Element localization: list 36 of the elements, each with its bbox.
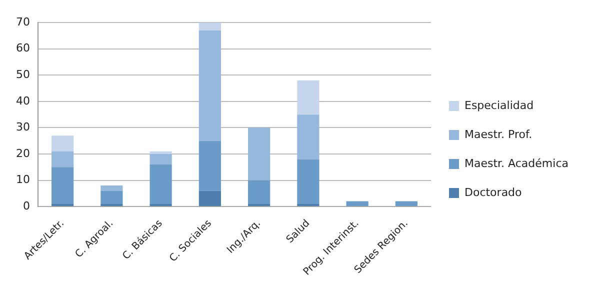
bar (52, 204, 74, 206)
legend-label: Maestr. Académica (464, 156, 568, 170)
legend-label: Maestr. Prof. (464, 128, 532, 141)
bar (100, 186, 123, 191)
bar (297, 159, 320, 204)
bar (346, 201, 368, 206)
bar (150, 204, 172, 206)
bar (297, 80, 320, 115)
bar (150, 164, 172, 204)
bar (248, 180, 270, 204)
legend-label: Doctorado (464, 186, 522, 199)
bar (52, 136, 74, 152)
y-tick-label: 70 (16, 15, 30, 28)
bar (150, 154, 172, 165)
y-tick-label: 60 (16, 42, 30, 55)
y-tick-label: 10 (16, 173, 30, 186)
bar (150, 151, 172, 154)
bar (297, 114, 320, 160)
y-tick-label: 50 (16, 68, 30, 82)
bar (100, 190, 123, 204)
y-tick-label: 30 (16, 120, 30, 134)
bar (198, 190, 221, 206)
bar (198, 22, 221, 30)
bar (198, 140, 221, 191)
bar (100, 204, 123, 206)
bar (52, 167, 74, 204)
bar (52, 151, 74, 168)
legend-label: Especialidad (464, 98, 534, 112)
bar (248, 204, 270, 206)
y-tick-label: 20 (16, 146, 30, 160)
y-tick-label: 0 (22, 199, 30, 212)
bar (248, 128, 270, 180)
bar (198, 30, 221, 141)
y-tick-label: 40 (16, 94, 30, 108)
bar (395, 201, 418, 206)
bar (297, 204, 320, 206)
